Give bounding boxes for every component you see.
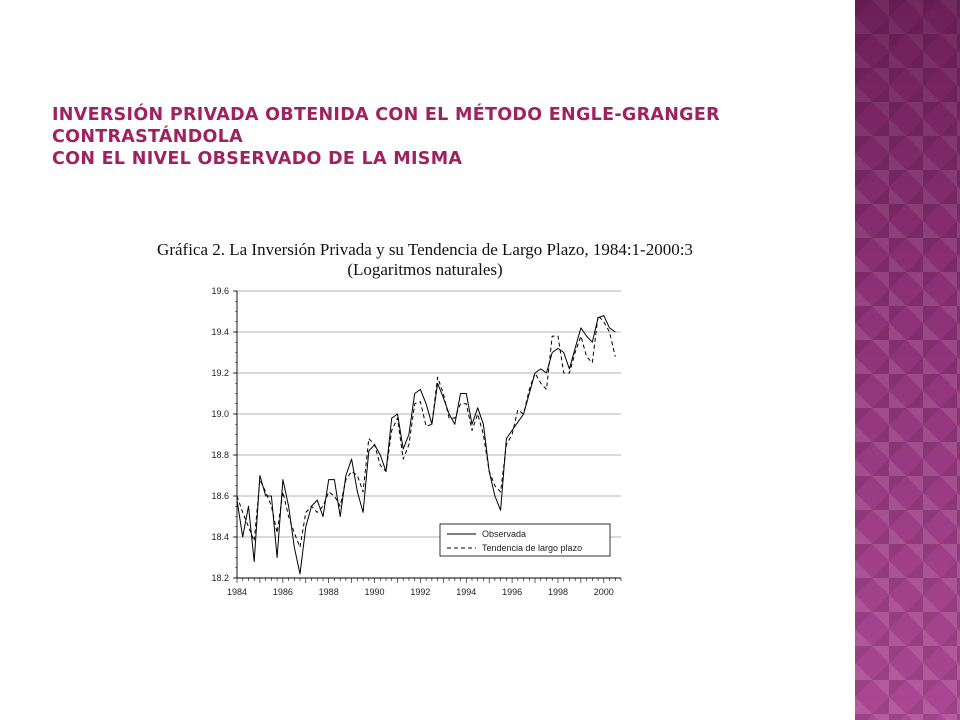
legend: Observada Tendencia de largo plazo bbox=[439, 523, 611, 557]
y-tick-label: 18.4 bbox=[211, 532, 229, 542]
y-tick-label: 18.2 bbox=[211, 573, 229, 583]
y-tick-label: 18.6 bbox=[211, 491, 229, 501]
y-tick-label: 19.4 bbox=[211, 327, 229, 337]
series-line-observada bbox=[236, 315, 616, 575]
series-layer bbox=[236, 315, 616, 575]
y-tick-label: 18.8 bbox=[211, 450, 229, 460]
legend-label-observada: Observada bbox=[482, 529, 526, 539]
x-tick-label: 1986 bbox=[273, 587, 293, 597]
decorative-side-band bbox=[855, 0, 960, 720]
x-tick-label: 1984 bbox=[227, 587, 247, 597]
legend-box bbox=[439, 523, 611, 557]
legend-label-tendencia: Tendencia de largo plazo bbox=[482, 543, 582, 553]
x-tick-label: 2000 bbox=[594, 587, 614, 597]
x-tick-label: 1996 bbox=[502, 587, 522, 597]
axis-layer: 18.2 18.4 18.6 18.8 19.0 19.2 19.4 19.6 1984 1986… bbox=[211, 286, 622, 597]
chart-subtitle: (Logaritmos naturales) bbox=[347, 260, 503, 279]
y-tick-label: 19.0 bbox=[211, 409, 229, 419]
slide-title-line-2: con el nivel observado de la misma bbox=[52, 149, 463, 169]
x-tick-label: 1998 bbox=[548, 587, 568, 597]
x-tick-label: 1990 bbox=[365, 587, 385, 597]
x-tick-label: 1994 bbox=[456, 587, 476, 597]
chart-title: Gráfica 2. La Inversión Privada y su Ten… bbox=[157, 240, 693, 259]
x-tick-label: 1992 bbox=[410, 587, 430, 597]
y-tick-label: 19.6 bbox=[211, 286, 229, 296]
x-tick-label: 1988 bbox=[319, 587, 339, 597]
series-line-tendencia-largo-plazo bbox=[236, 315, 616, 548]
slide-title-line-1: Inversión privada obtenida con el método… bbox=[52, 105, 720, 147]
y-tick-label: 19.2 bbox=[211, 368, 229, 378]
slide-title: Inversión privada obtenida con el método… bbox=[52, 104, 832, 170]
